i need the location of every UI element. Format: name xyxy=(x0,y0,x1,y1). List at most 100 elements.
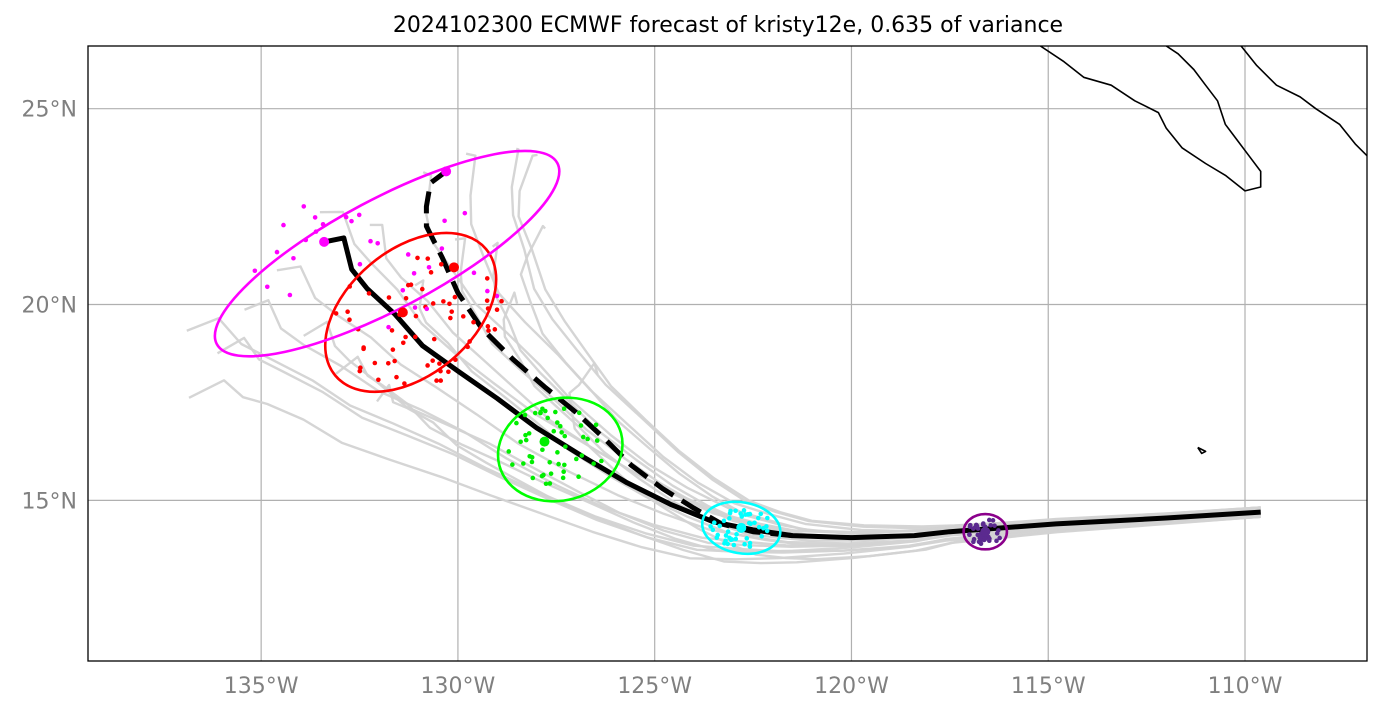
uncertainty-ellipse-2 xyxy=(496,396,624,503)
ensemble-position-point xyxy=(580,434,586,440)
ensemble-position-point xyxy=(413,334,418,340)
ensemble-position-point xyxy=(765,515,770,521)
ensemble-position-point xyxy=(462,210,468,216)
ensemble-position-point xyxy=(759,534,765,539)
ensemble-position-point xyxy=(756,515,761,521)
axis-tick-labels: 135°W 130°W 125°W 120°W 115°W 110°W 15°N 20°N 25… xyxy=(22,98,1283,699)
ensemble-position-point xyxy=(492,327,498,332)
ensemble-position-point xyxy=(426,265,432,270)
ensemble-position-point xyxy=(723,533,729,538)
ensemble-position-point xyxy=(424,306,430,312)
ensemble-position-point xyxy=(997,535,1002,541)
mean-position-marker-3 xyxy=(448,262,459,273)
ensemble-position-point xyxy=(530,475,536,481)
ensemble-position-point xyxy=(741,508,747,513)
ensemble-position-point xyxy=(510,462,515,467)
ensemble-position-point xyxy=(518,439,523,445)
ensemble-position-point xyxy=(761,525,766,531)
ensemble-position-point xyxy=(428,270,434,275)
ensemble-position-point xyxy=(400,340,406,346)
ensemble-position-point xyxy=(560,475,566,481)
ensemble-position-point xyxy=(447,301,452,307)
ensemble-position-point xyxy=(573,456,579,462)
ensemble-position-point xyxy=(484,276,490,281)
ensemble-position-point xyxy=(438,262,444,267)
alternate-track xyxy=(423,169,793,539)
ensemble-position-point xyxy=(274,249,280,255)
ensemble-position-point xyxy=(441,299,446,304)
ensemble-position-point xyxy=(970,526,976,531)
ensemble-position-point xyxy=(375,240,380,246)
ensemble-position-point xyxy=(562,433,568,439)
ensemble-position-point xyxy=(287,292,293,298)
ensemble-position-point xyxy=(449,309,455,314)
ensemble-position-point xyxy=(967,532,972,538)
ensemble-position-point xyxy=(547,481,553,486)
ensemble-position-point xyxy=(556,461,561,467)
ensemble-position-point xyxy=(585,436,590,442)
ensemble-position-point xyxy=(392,358,397,364)
ensemble-position-point xyxy=(415,255,420,261)
ensemble-position-point xyxy=(967,522,973,528)
ensemble-position-point xyxy=(541,472,546,478)
ensemble-position-point xyxy=(448,315,453,321)
ensemble-position-point xyxy=(471,270,477,276)
ensemble-position-point xyxy=(522,412,528,418)
ensemble-position-point xyxy=(252,268,258,274)
coastline-1 xyxy=(1240,46,1367,157)
ensemble-position-point xyxy=(437,361,442,366)
ensemble-position-point xyxy=(543,481,549,487)
ensemble-position-point xyxy=(722,541,727,546)
ensemble-position-point xyxy=(411,271,417,276)
ensemble-position-point xyxy=(971,536,977,542)
lon-tick-label-0: 135°W xyxy=(224,674,299,699)
ensemble-position-point xyxy=(264,284,270,290)
mean-position-marker-2 xyxy=(397,307,408,318)
ensemble-position-point xyxy=(386,295,392,300)
ensemble-position-point xyxy=(529,455,535,460)
ensemble-position-point xyxy=(390,347,396,352)
ensemble-position-point xyxy=(506,449,512,454)
ensemble-position-point xyxy=(576,410,582,416)
ensemble-position-point xyxy=(561,406,567,411)
lat-tick-label-1: 20°N xyxy=(22,294,77,319)
ensemble-position-point xyxy=(526,431,532,436)
ensemble-position-point xyxy=(368,238,373,244)
ensemble-position-point xyxy=(708,524,713,529)
ensemble-position-point xyxy=(721,518,727,524)
ensemble-position-point xyxy=(992,523,997,528)
ensemble-position-point xyxy=(471,319,476,325)
ensemble-position-point xyxy=(747,511,753,517)
ensemble-position-point xyxy=(499,298,504,304)
ensemble-position-point xyxy=(986,538,992,543)
ensemble-position-point xyxy=(747,540,753,546)
ensemble-position-point xyxy=(301,204,307,209)
lon-tick-label-4: 115°W xyxy=(1011,674,1086,699)
ensemble-position-point xyxy=(452,294,458,300)
ensemble-position-point xyxy=(356,212,362,218)
ensemble-position-point xyxy=(746,520,752,526)
ensemble-position-point xyxy=(376,377,381,383)
ensemble-position-point xyxy=(439,246,445,251)
ensemble-position-point xyxy=(563,444,568,449)
ensemble-position-point xyxy=(555,450,560,455)
ensemble-position-point xyxy=(978,535,983,541)
ensemble-position-point xyxy=(366,291,372,296)
ensemble-position-point xyxy=(725,529,731,534)
ensemble-position-point xyxy=(389,328,395,333)
ensemble-position-point xyxy=(734,531,739,537)
ensemble-position-point xyxy=(402,381,407,386)
ensemble-position-point xyxy=(551,428,557,434)
ensemble-position-point xyxy=(386,324,391,330)
ensemble-position-point xyxy=(733,508,738,514)
uncertainty-ellipse-3 xyxy=(323,231,498,394)
ensemble-position-point xyxy=(434,378,439,383)
mean-position-markers xyxy=(319,166,991,537)
ensemble-position-point xyxy=(733,536,739,542)
ensemble-position-point xyxy=(717,523,723,529)
ensemble-position-point xyxy=(431,336,437,342)
ensemble-position-point xyxy=(523,432,528,438)
ensemble-position-point xyxy=(442,218,447,224)
mean-track xyxy=(323,235,1261,541)
